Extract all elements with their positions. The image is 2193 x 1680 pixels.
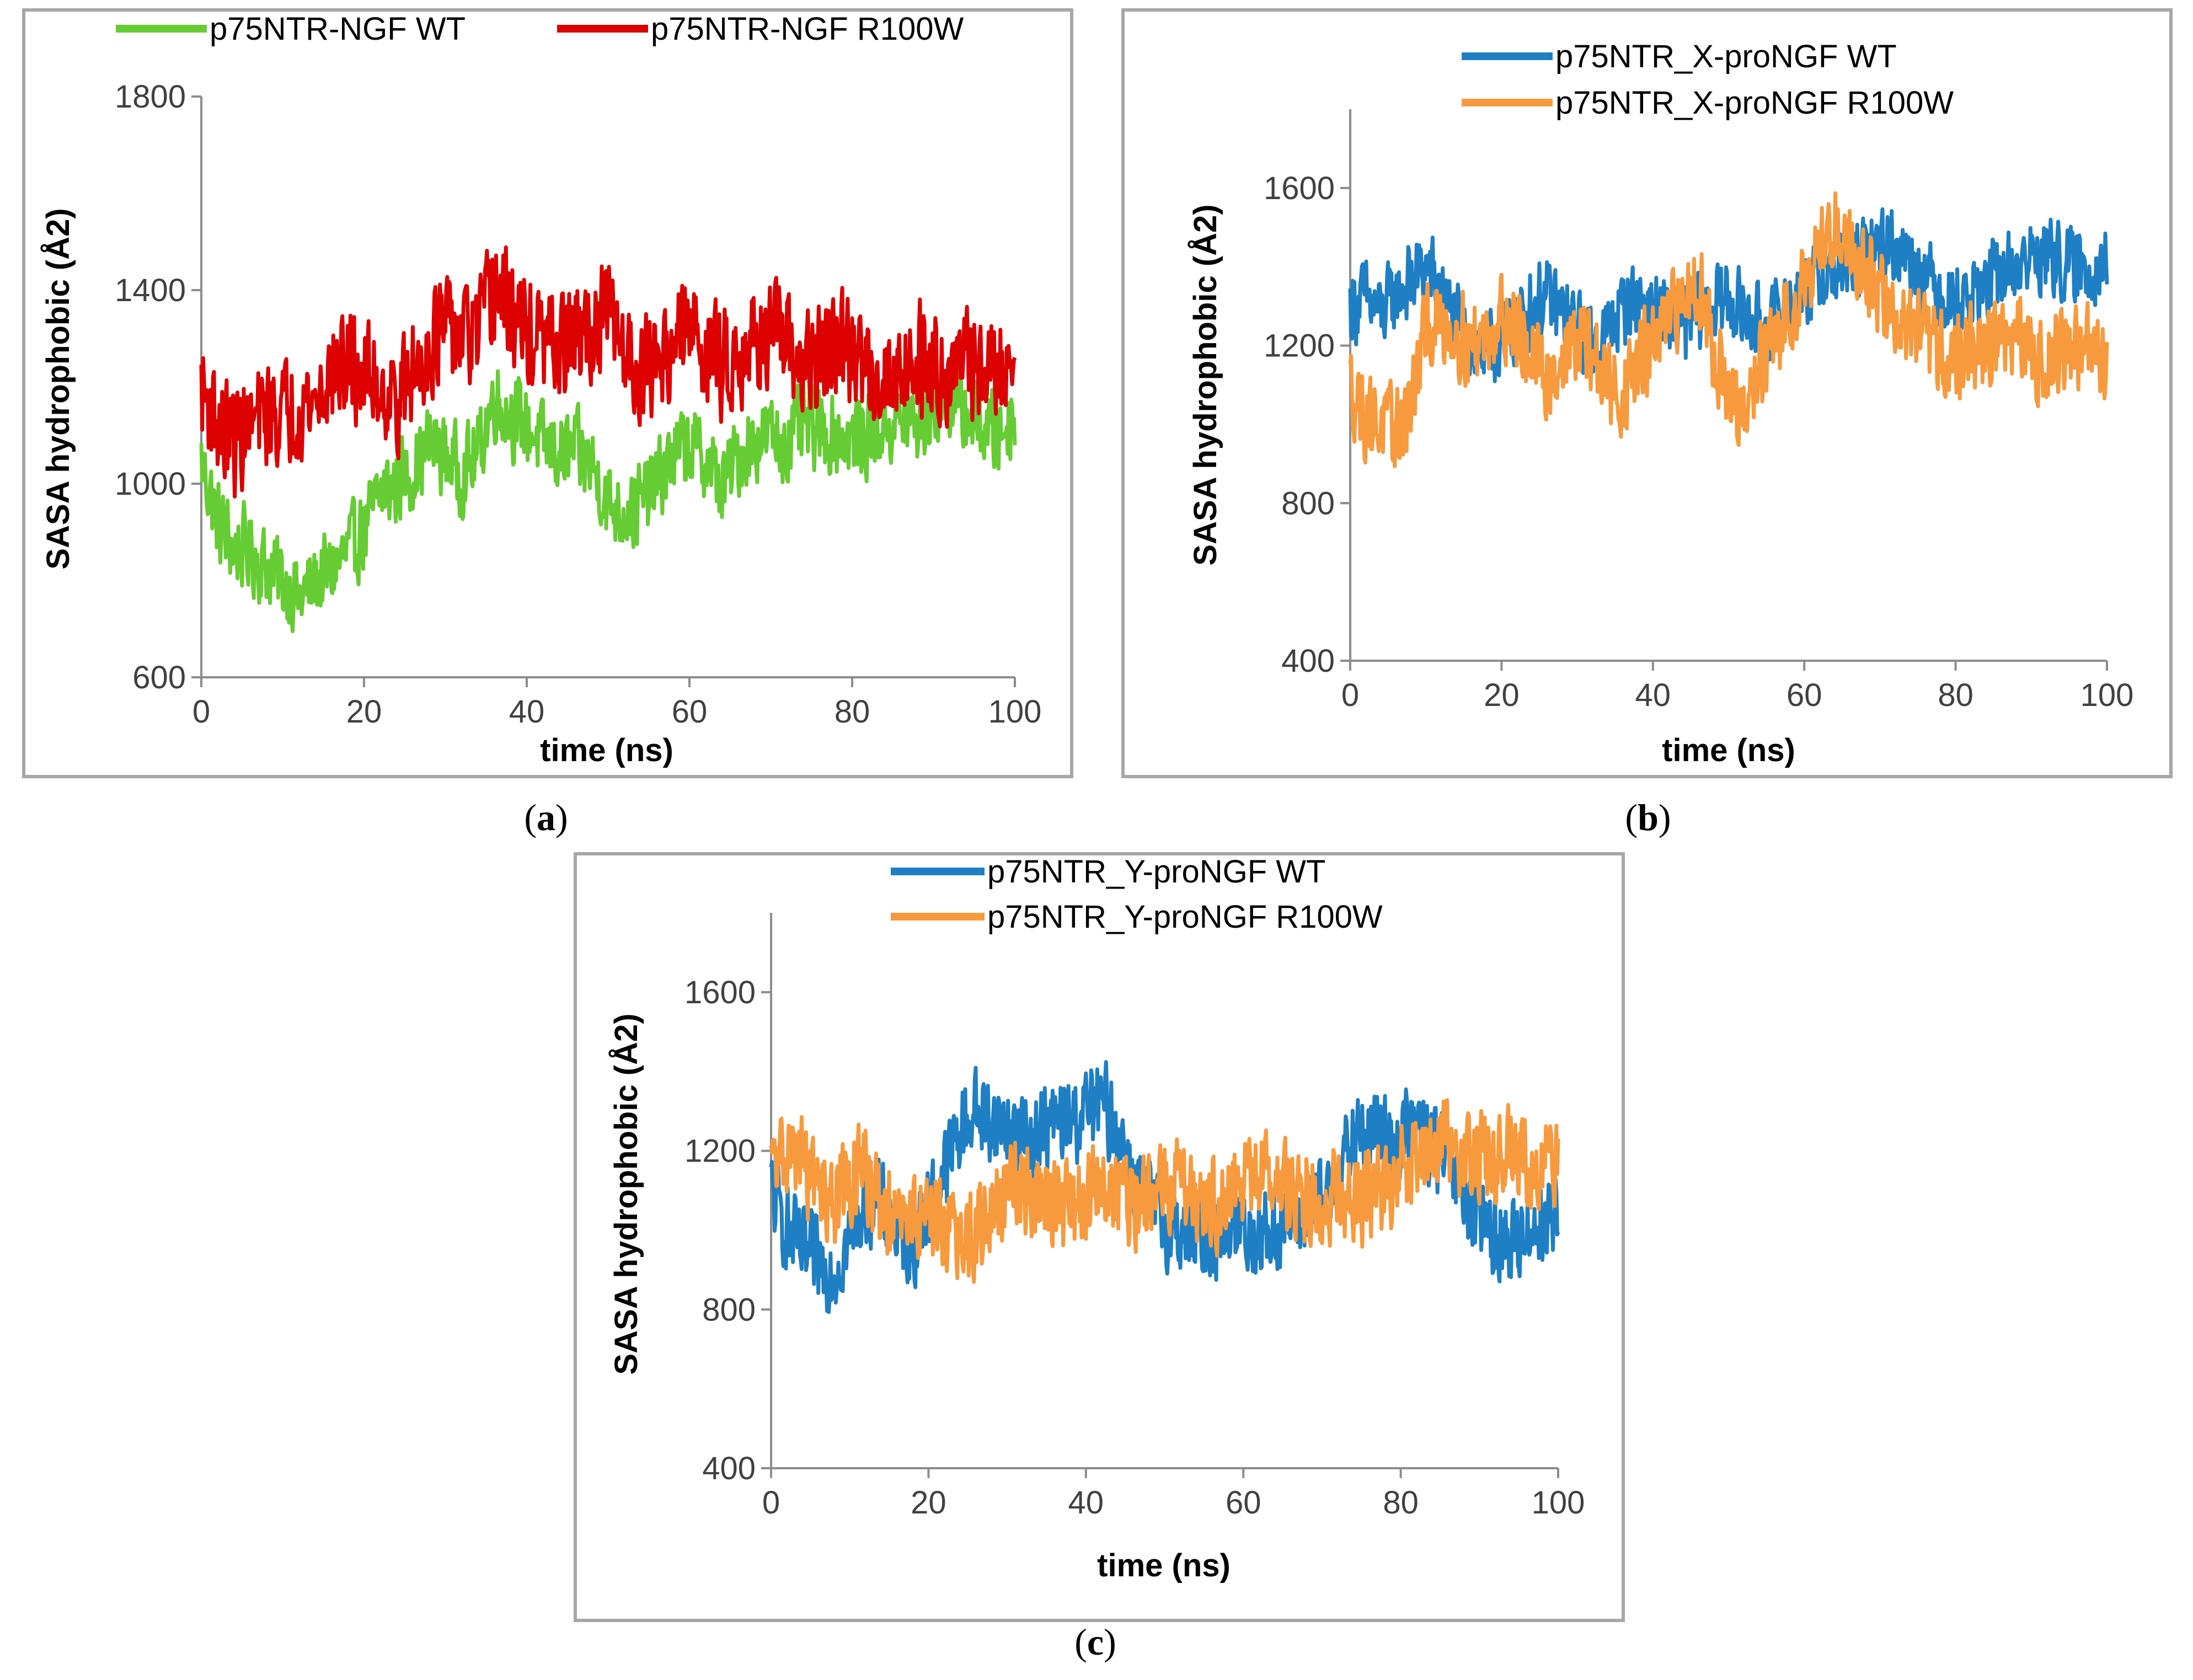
panel-a-y-tick-label: 1400 — [115, 272, 186, 308]
panel-c-y-tick-label: 400 — [702, 1451, 756, 1486]
panel-b-series-r100w-line — [1348, 191, 2109, 468]
panel-b-x-tick-label: 0 — [1341, 677, 1359, 713]
panel-a-x-tick-label: 40 — [509, 694, 545, 730]
panel-c-legend: p75NTR_Y-proNGF WT p75NTR_Y-proNGF R100W — [891, 854, 1383, 935]
panel-b-x-tick-label: 40 — [1635, 677, 1671, 713]
panel-b-x-tick-label: 60 — [1787, 677, 1822, 713]
legend-a-wt-label: p75NTR-NGF WT — [210, 11, 466, 47]
panel-a-x-tick-label: 60 — [672, 694, 708, 730]
panel-b-x-tick-label: 80 — [1938, 677, 1973, 713]
panel-c-y-axis-title: SASA hydrophobic (Å2) — [608, 1013, 644, 1374]
panel-a-series-wt-line — [199, 361, 1017, 633]
panel-a-y-tick-label: 1800 — [115, 79, 186, 115]
legend-a-mut-label: p75NTR-NGF R100W — [651, 11, 964, 47]
panel-b-y-axis-title: SASA hydrophobic (Å2) — [1188, 204, 1223, 565]
panel-c-y-tick-label: 1200 — [684, 1133, 756, 1169]
legend-b-mut-label: p75NTR_X-proNGF R100W — [1555, 85, 1954, 121]
panel-b-y-tick-label: 800 — [1281, 485, 1335, 521]
panel-c-letter: c — [1087, 1621, 1104, 1663]
panel-c-x-tick-label: 60 — [1226, 1485, 1261, 1521]
panel-c-frame — [574, 852, 1625, 1622]
chart-panel-c: p75NTR_Y-proNGF WT p75NTR_Y-proNGF R100W… — [574, 852, 1625, 1622]
panel-c-label: (c) — [1074, 1621, 1116, 1663]
panel-c-x-tick-label: 0 — [762, 1485, 780, 1521]
legend-b-wt-label: p75NTR_X-proNGF WT — [1555, 39, 1897, 74]
panel-c-x-tick-label: 40 — [1068, 1485, 1104, 1521]
panel-a-legend: p75NTR-NGF WT p75NTR-NGF R100W — [116, 11, 964, 47]
legend-c-mut-label: p75NTR_Y-proNGF R100W — [987, 899, 1383, 935]
panel-c-x-tick-label: 20 — [911, 1485, 946, 1521]
panel-c-x-tick-label: 100 — [1532, 1485, 1585, 1521]
panel-a-label: (a) — [524, 796, 568, 838]
legend-c-wt-label: p75NTR_Y-proNGF WT — [987, 854, 1325, 890]
panel-c-plot: 400 800 1200 1600 0 20 40 60 80 100 — [684, 913, 1585, 1521]
panel-a-plot: 600 1000 1400 1800 0 20 40 60 80 100 — [115, 79, 1041, 730]
panel-b-x-axis-title: time (ns) — [1662, 732, 1795, 768]
panel-a-x-tick-label: 0 — [192, 694, 210, 730]
panel-b-y-tick-label: 400 — [1281, 643, 1335, 679]
panel-b-letter: b — [1638, 796, 1659, 838]
chart-panel-b: p75NTR_X-proNGF WT p75NTR_X-proNGF R100W… — [1121, 8, 2173, 778]
panel-a-x-axis-title: time (ns) — [540, 732, 673, 768]
panel-c-y-tick-label: 1600 — [684, 975, 756, 1010]
panel-c-y-tick-label: 800 — [702, 1292, 756, 1328]
panel-c-x-tick-label: 80 — [1383, 1485, 1419, 1521]
panel-a-y-tick-label: 1000 — [115, 466, 186, 502]
panel-b-x-tick-label: 100 — [2080, 677, 2134, 713]
panel-b-y-tick-label: 1600 — [1264, 170, 1335, 206]
panel-b-x-tick-label: 20 — [1484, 677, 1520, 713]
chart-panel-a: p75NTR-NGF WT p75NTR-NGF R100W 600100014… — [22, 8, 1073, 778]
panel-b-y-tick-label: 1200 — [1264, 328, 1335, 364]
panel-a-series-r100w-line — [199, 245, 1017, 499]
panel-a-x-tick-label: 100 — [988, 694, 1042, 730]
panel-a-letter: a — [537, 796, 555, 838]
panel-c-series-r100w-line — [769, 1098, 1560, 1284]
panel-b-plot: 400 800 1200 1600 0 20 40 60 80 100 — [1264, 109, 2133, 713]
panel-b-legend: p75NTR_X-proNGF WT p75NTR_X-proNGF R100W — [1462, 39, 1954, 121]
panel-c-x-axis-title: time (ns) — [1097, 1548, 1231, 1583]
panel-b-frame — [1121, 8, 2173, 778]
panel-a-y-tick-label: 600 — [132, 660, 186, 695]
panel-a-y-axis-title: SASA hydrophobic (Å2) — [40, 208, 76, 569]
panel-a-x-tick-label: 20 — [346, 694, 382, 730]
panel-a-x-tick-label: 80 — [835, 694, 870, 730]
panel-b-label: (b) — [1625, 796, 1671, 838]
